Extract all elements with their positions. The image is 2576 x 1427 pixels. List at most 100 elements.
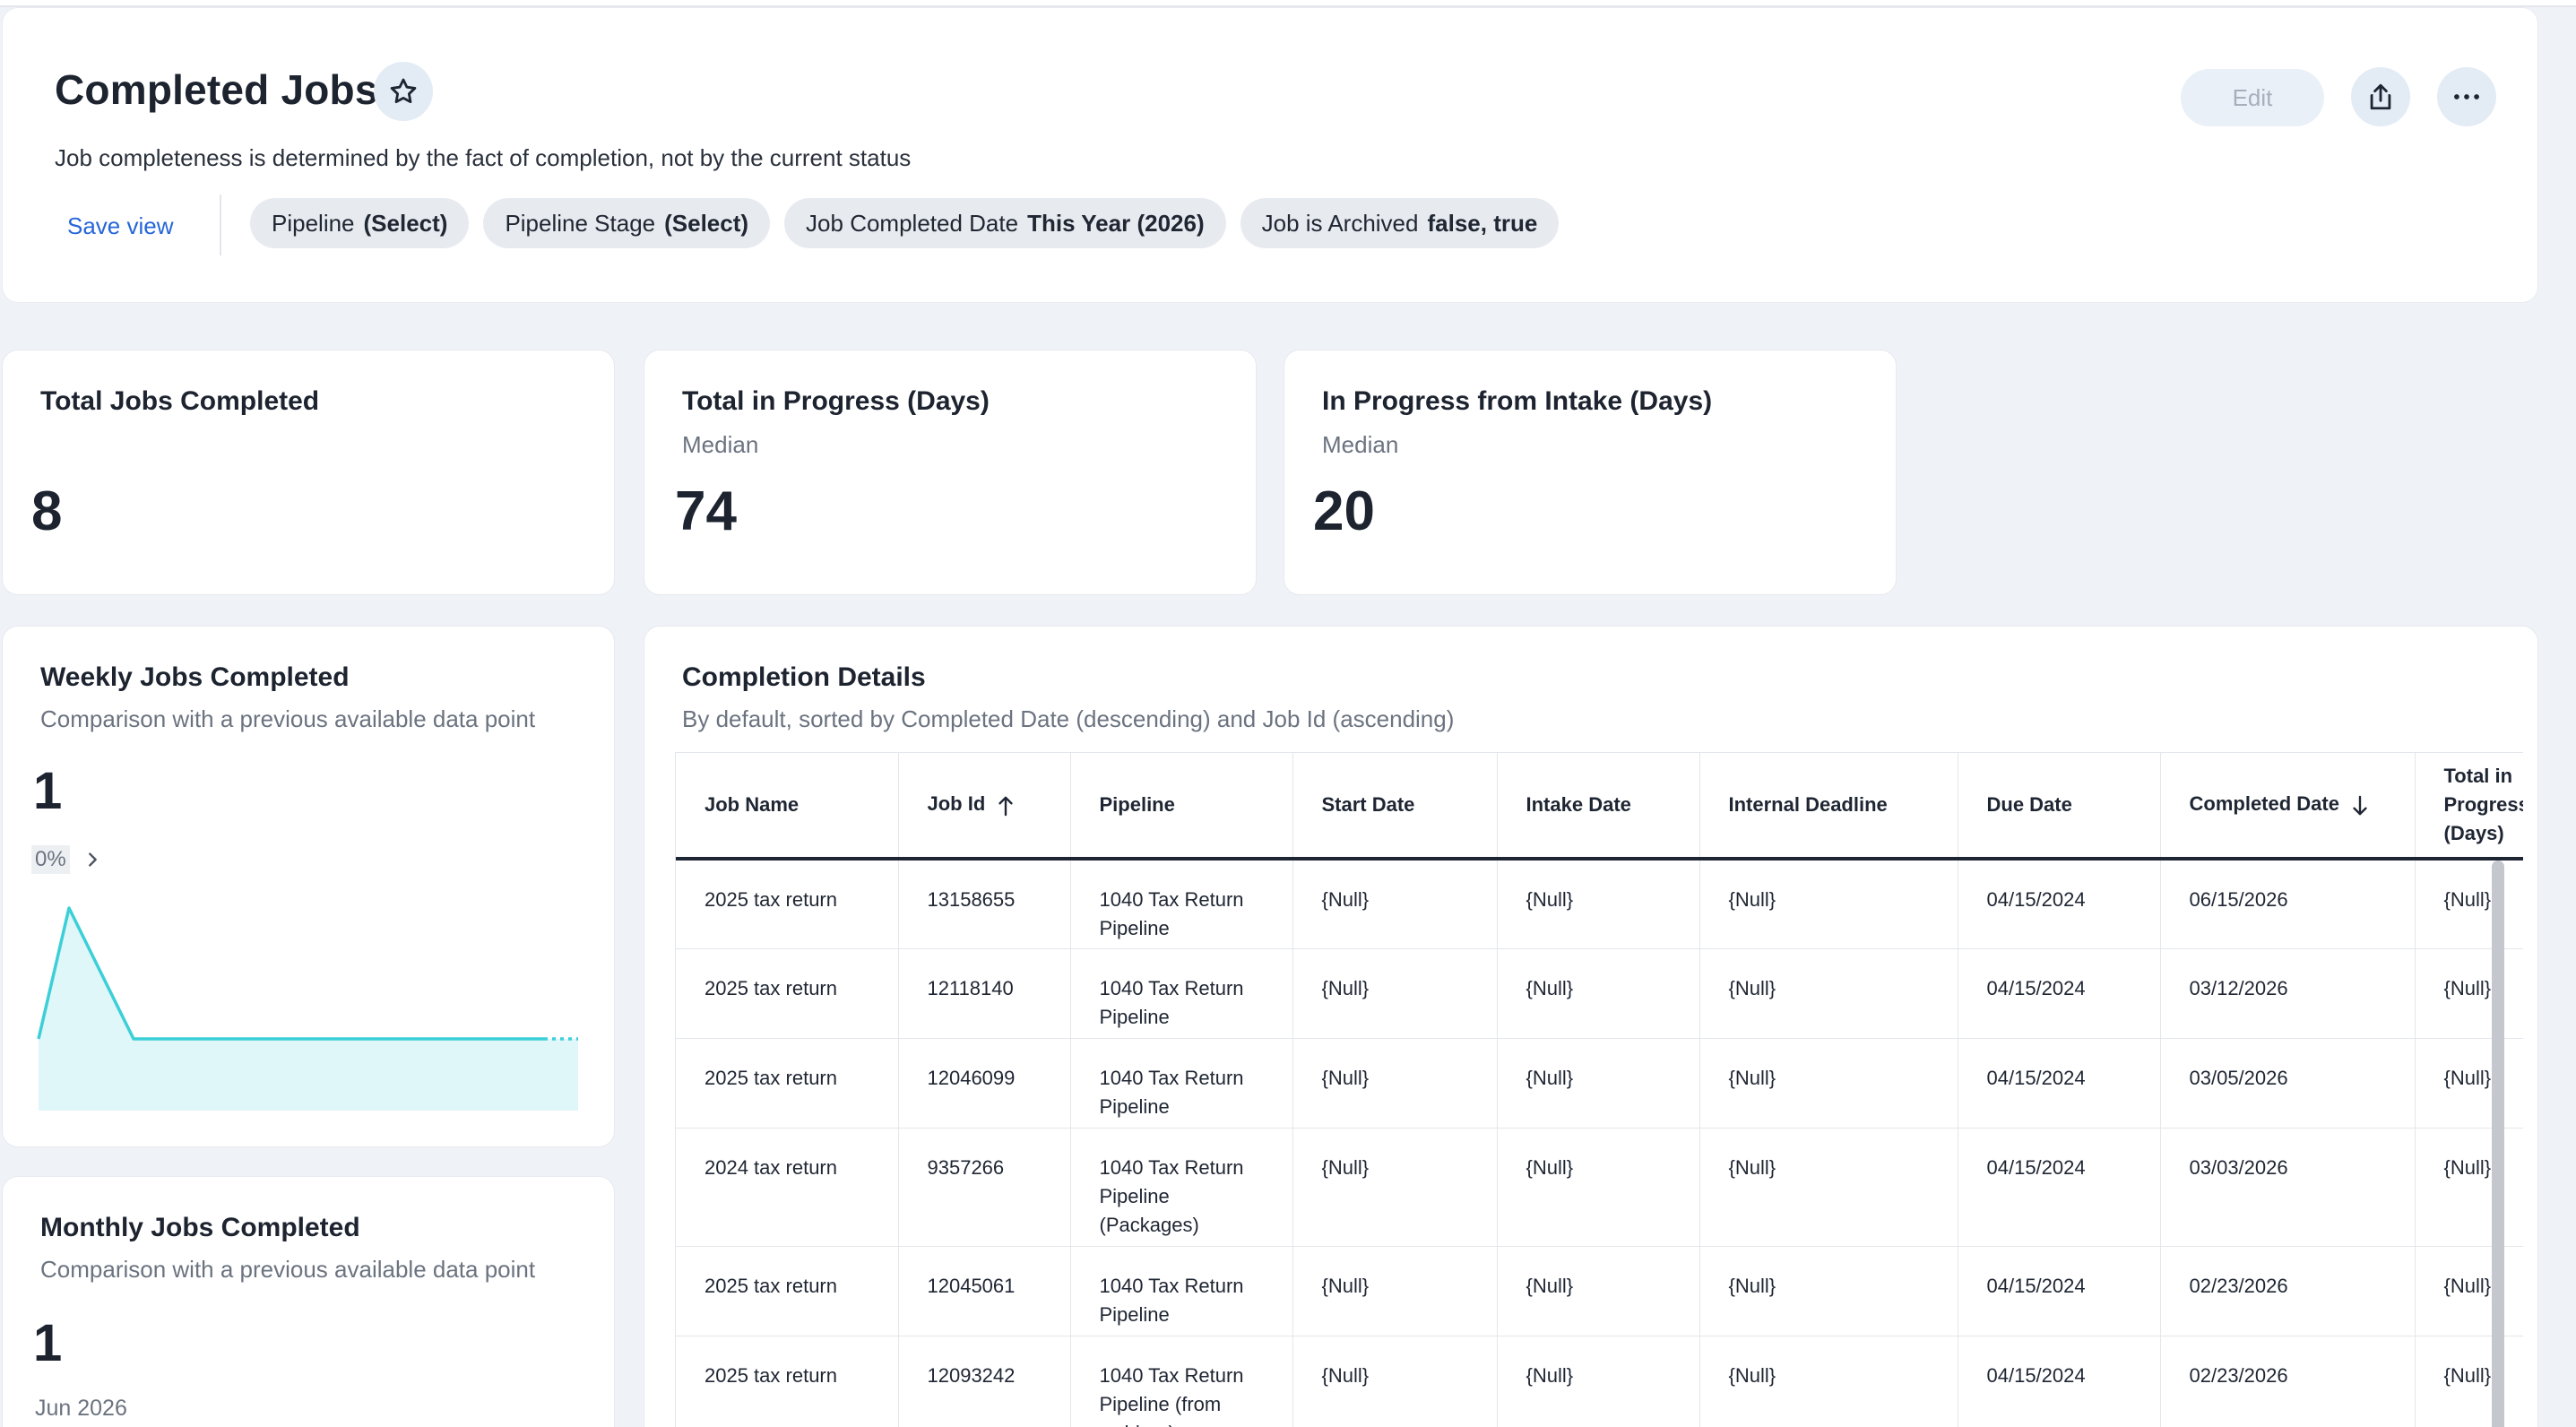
- table-row[interactable]: 2025 tax return 13158655 1040 Tax Return…: [676, 859, 2523, 949]
- cell-job-id: 12093242: [898, 1336, 1071, 1427]
- col-header-due-date[interactable]: Due Date: [1958, 753, 2161, 861]
- sparkline-line: [37, 906, 544, 1041]
- completion-table-wrapper: Job Name Job Id Pipeline Start Date Inta…: [675, 752, 2523, 1427]
- top-border: [0, 0, 2576, 7]
- weekly-value: 1: [33, 762, 63, 820]
- kpi-value: 8: [31, 480, 63, 542]
- chip-value: (Select): [363, 209, 448, 237]
- weekly-title: Weekly Jobs Completed: [40, 662, 350, 692]
- cell-start-date: {Null}: [1292, 1128, 1498, 1247]
- cell-pipeline: 1040 Tax Return Pipeline (from webinar): [1070, 1336, 1293, 1427]
- cell-job-name: 2025 tax return: [676, 1038, 899, 1129]
- save-view-link[interactable]: Save view: [67, 212, 174, 239]
- more-horizontal-icon: [2454, 94, 2479, 99]
- col-header-label: Job Id: [927, 792, 986, 816]
- chip-label: Pipeline: [272, 209, 355, 237]
- cell-pipeline: 1040 Tax Return Pipeline (Packages): [1070, 1128, 1293, 1247]
- chevron-right-icon: [88, 852, 97, 867]
- col-header-job-name[interactable]: Job Name: [676, 753, 899, 861]
- filter-chip-pipeline-stage[interactable]: Pipeline Stage (Select): [483, 198, 771, 248]
- divider: [220, 195, 221, 255]
- weekly-jobs-card: Weekly Jobs Completed Comparison with a …: [2, 626, 615, 1147]
- cell-intake-date: {Null}: [1497, 1128, 1700, 1247]
- cell-pipeline: 1040 Tax Return Pipeline: [1070, 1246, 1293, 1336]
- edit-button[interactable]: Edit: [2181, 69, 2324, 126]
- chip-value: false, true: [1427, 209, 1538, 237]
- cell-pipeline: 1040 Tax Return Pipeline: [1070, 948, 1293, 1039]
- col-header-label: Job Name: [705, 793, 800, 816]
- cell-job-name: 2024 tax return: [676, 1128, 899, 1247]
- cell-intake-date: {Null}: [1497, 948, 1700, 1039]
- table-scrollbar[interactable]: [2492, 861, 2504, 1427]
- cell-completed-date: 03/12/2026: [2160, 948, 2416, 1039]
- monthly-jobs-card: Monthly Jobs Completed Comparison with a…: [2, 1176, 615, 1427]
- filter-chip-pipeline[interactable]: Pipeline (Select): [250, 198, 470, 248]
- table-row[interactable]: 2025 tax return 12118140 1040 Tax Return…: [676, 948, 2523, 1039]
- col-header-pipeline[interactable]: Pipeline: [1070, 753, 1293, 861]
- cell-total-in-progress: {Null}: [2415, 1336, 2523, 1427]
- cell-total-in-progress: {Null}: [2415, 1038, 2523, 1129]
- col-header-total-in-progress[interactable]: Total in Progress (Days): [2415, 753, 2523, 861]
- col-header-job-id[interactable]: Job Id: [898, 753, 1071, 861]
- cell-due-date: 04/15/2024: [1958, 1246, 2161, 1336]
- chip-value: (Select): [664, 209, 749, 237]
- col-header-label: Completed Date: [2189, 792, 2339, 816]
- cell-job-id: 13158655: [898, 859, 1071, 949]
- col-header-start-date[interactable]: Start Date: [1292, 753, 1498, 861]
- col-header-label: Due Date: [1986, 793, 2072, 816]
- cell-total-in-progress: {Null}: [2415, 859, 2523, 949]
- cell-start-date: {Null}: [1292, 1246, 1498, 1336]
- cell-internal-deadline: {Null}: [1699, 948, 1958, 1039]
- cell-start-date: {Null}: [1292, 859, 1498, 949]
- cell-due-date: 04/15/2024: [1958, 1038, 2161, 1129]
- cell-internal-deadline: {Null}: [1699, 1038, 1958, 1129]
- page-title: Completed Jobs: [55, 66, 378, 113]
- cell-internal-deadline: {Null}: [1699, 1336, 1958, 1427]
- details-title: Completion Details: [682, 662, 926, 692]
- filter-chip-completed-date[interactable]: Job Completed Date This Year (2026): [784, 198, 1226, 248]
- col-header-internal-deadline[interactable]: Internal Deadline: [1699, 753, 1958, 861]
- chip-label: Job is Archived: [1261, 209, 1419, 237]
- cell-completed-date: 02/23/2026: [2160, 1336, 2416, 1427]
- cell-job-name: 2025 tax return: [676, 1336, 899, 1427]
- col-header-intake-date[interactable]: Intake Date: [1497, 753, 1700, 861]
- cell-pipeline: 1040 Tax Return Pipeline: [1070, 859, 1293, 949]
- table-header-row: Job Name Job Id Pipeline Start Date Inta…: [676, 753, 2523, 861]
- filter-chip-archived[interactable]: Job is Archived false, true: [1240, 198, 1560, 248]
- cell-due-date: 04/15/2024: [1958, 948, 2161, 1039]
- cell-job-id: 9357266: [898, 1128, 1071, 1247]
- kpi-title: In Progress from Intake (Days): [1322, 386, 1713, 416]
- table-row[interactable]: 2025 tax return 12046099 1040 Tax Return…: [676, 1038, 2523, 1129]
- sort-descending-icon: [2353, 795, 2367, 815]
- cell-total-in-progress: {Null}: [2415, 1246, 2523, 1336]
- table-row[interactable]: 2024 tax return 9357266 1040 Tax Return …: [676, 1128, 2523, 1247]
- cell-due-date: 04/15/2024: [1958, 859, 2161, 949]
- weekly-change[interactable]: 0%: [31, 845, 102, 874]
- col-header-label: Start Date: [1321, 793, 1415, 816]
- cell-pipeline: 1040 Tax Return Pipeline: [1070, 1038, 1293, 1129]
- chip-label: Job Completed Date: [806, 209, 1019, 237]
- cell-job-name: 2025 tax return: [676, 1246, 899, 1336]
- share-button[interactable]: [2351, 67, 2410, 126]
- cell-due-date: 04/15/2024: [1958, 1336, 2161, 1427]
- col-header-completed-date[interactable]: Completed Date: [2160, 753, 2416, 861]
- cell-internal-deadline: {Null}: [1699, 1246, 1958, 1336]
- share-icon: [2370, 83, 2391, 110]
- table-row[interactable]: 2025 tax return 12093242 1040 Tax Return…: [676, 1336, 2523, 1427]
- star-icon: [390, 78, 417, 104]
- kpi-value: 74: [675, 480, 737, 542]
- favorite-button[interactable]: [374, 62, 433, 121]
- cell-start-date: {Null}: [1292, 948, 1498, 1039]
- kpi-card-total-jobs: Total Jobs Completed 8: [2, 350, 615, 595]
- completion-table: Job Name Job Id Pipeline Start Date Inta…: [676, 753, 2523, 1427]
- cell-intake-date: {Null}: [1497, 1038, 1700, 1129]
- kpi-subtitle: Median: [682, 431, 759, 458]
- chip-value: This Year (2026): [1027, 209, 1205, 237]
- cell-job-id: 12118140: [898, 948, 1071, 1039]
- table-row[interactable]: 2025 tax return 12045061 1040 Tax Return…: [676, 1246, 2523, 1336]
- more-options-button[interactable]: [2437, 67, 2496, 126]
- kpi-value: 20: [1313, 480, 1375, 542]
- header-card: Completed Jobs Job completeness is deter…: [2, 7, 2538, 303]
- cell-completed-date: 06/15/2026: [2160, 859, 2416, 949]
- cell-completed-date: 03/05/2026: [2160, 1038, 2416, 1129]
